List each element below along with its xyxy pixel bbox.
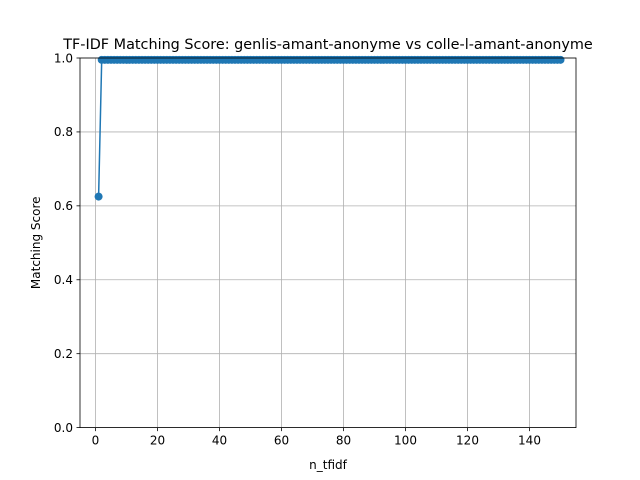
x-tick-label: 100 — [394, 434, 417, 448]
y-axis-title: Matching Score — [29, 196, 43, 289]
x-tick-label: 120 — [456, 434, 479, 448]
y-tick-label: 0.2 — [54, 347, 73, 361]
x-tick-label: 140 — [518, 434, 541, 448]
x-tick-label: 20 — [150, 434, 165, 448]
ticks: 0 20 40 60 80 100 120 140 0.0 0.2 0.4 0.6 0.8 1.0 — [54, 51, 541, 447]
x-tick-label: 40 — [212, 434, 227, 448]
x-tick-label: 60 — [274, 434, 289, 448]
x-axis-title: n_tfidf — [309, 458, 347, 472]
y-tick-label: 0.8 — [54, 125, 73, 139]
plot-frame — [79, 57, 577, 429]
x-tick-label: 80 — [336, 434, 351, 448]
y-tick-label: 0.4 — [54, 273, 73, 287]
y-tick-label: 0.0 — [54, 421, 73, 435]
chart-title: TF-IDF Matching Score: genlis-amant-anon… — [62, 37, 593, 53]
y-tick-label: 1.0 — [54, 51, 73, 65]
data-point — [94, 192, 103, 201]
y-tick-label: 0.6 — [54, 199, 73, 213]
data-point — [556, 55, 565, 64]
x-tick-label: 0 — [92, 434, 100, 448]
